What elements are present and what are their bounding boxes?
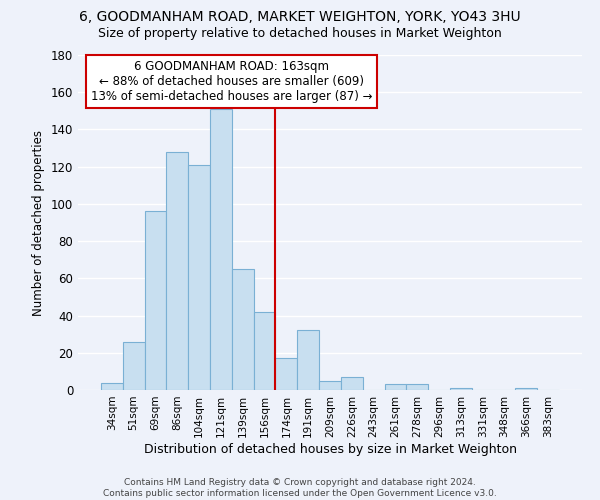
Text: Size of property relative to detached houses in Market Weighton: Size of property relative to detached ho… bbox=[98, 28, 502, 40]
Bar bbox=[232, 269, 254, 390]
Text: Contains HM Land Registry data © Crown copyright and database right 2024.
Contai: Contains HM Land Registry data © Crown c… bbox=[103, 478, 497, 498]
Bar bbox=[406, 384, 428, 390]
Text: 6, GOODMANHAM ROAD, MARKET WEIGHTON, YORK, YO43 3HU: 6, GOODMANHAM ROAD, MARKET WEIGHTON, YOR… bbox=[79, 10, 521, 24]
Bar bbox=[210, 109, 232, 390]
Bar bbox=[188, 165, 210, 390]
Bar bbox=[450, 388, 472, 390]
Text: 6 GOODMANHAM ROAD: 163sqm
← 88% of detached houses are smaller (609)
13% of semi: 6 GOODMANHAM ROAD: 163sqm ← 88% of detac… bbox=[91, 60, 373, 103]
Bar bbox=[275, 358, 297, 390]
X-axis label: Distribution of detached houses by size in Market Weighton: Distribution of detached houses by size … bbox=[143, 442, 517, 456]
Bar bbox=[254, 312, 275, 390]
Bar bbox=[515, 388, 537, 390]
Bar bbox=[385, 384, 406, 390]
Y-axis label: Number of detached properties: Number of detached properties bbox=[32, 130, 45, 316]
Bar bbox=[123, 342, 145, 390]
Bar bbox=[341, 377, 363, 390]
Bar bbox=[319, 380, 341, 390]
Bar bbox=[101, 382, 123, 390]
Bar bbox=[166, 152, 188, 390]
Bar bbox=[145, 212, 166, 390]
Bar bbox=[297, 330, 319, 390]
